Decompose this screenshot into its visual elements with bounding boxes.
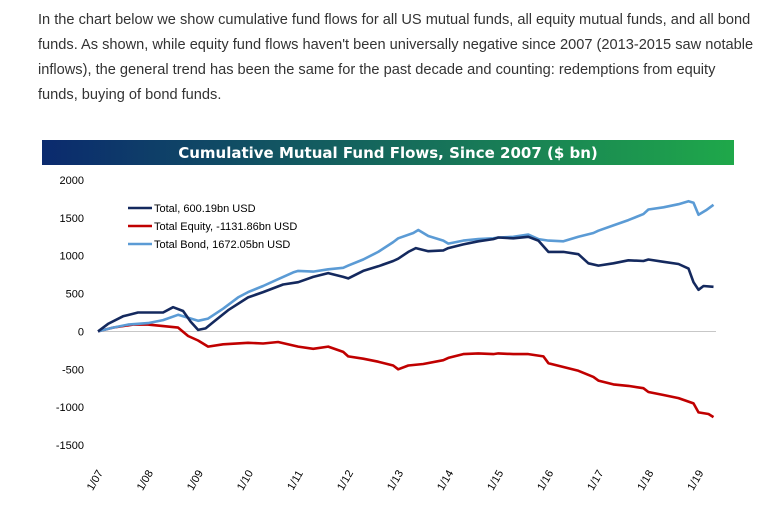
chart-title: Cumulative Mutual Fund Flows, Since 2007… bbox=[178, 144, 598, 162]
x-tick-label: 1/09 bbox=[185, 468, 206, 493]
x-tick-label: 1/17 bbox=[585, 468, 606, 493]
legend-label: Total Equity, -1131.86bn USD bbox=[154, 221, 297, 233]
x-tick-label: 1/19 bbox=[685, 468, 706, 493]
legend-label: Total Bond, 1672.05bn USD bbox=[154, 239, 290, 251]
x-axis: 1/07 1/08 1/09 1/10 1/11 1/12 1/13 1/14 1/15 1/16… bbox=[85, 468, 707, 493]
chart-title-banner bbox=[42, 140, 734, 165]
y-tick-label: -1000 bbox=[56, 402, 84, 414]
series-lines bbox=[97, 199, 715, 419]
y-axis: 2000 1500 1000 500 0 -500 -1000 -1500 bbox=[56, 175, 84, 452]
y-tick-label: -500 bbox=[62, 364, 84, 376]
series-line-0 bbox=[97, 235, 714, 333]
y-tick-label: 2000 bbox=[60, 175, 84, 187]
x-tick-label: 1/13 bbox=[385, 468, 406, 493]
legend: Total, 600.19bn USD Total Equity, -1131.8… bbox=[128, 203, 297, 251]
x-tick-label: 1/10 bbox=[235, 468, 256, 493]
x-tick-label: 1/15 bbox=[485, 468, 506, 493]
x-tick-label: 1/16 bbox=[535, 468, 556, 493]
y-tick-label: 0 bbox=[78, 326, 84, 338]
y-tick-label: 500 bbox=[66, 289, 84, 301]
x-tick-label: 1/11 bbox=[285, 469, 306, 493]
y-tick-label: 1500 bbox=[60, 213, 84, 225]
x-tick-label: 1/07 bbox=[85, 468, 106, 493]
series-line-2 bbox=[97, 199, 715, 333]
series-line-1 bbox=[97, 323, 715, 419]
intro-text: In the chart below we show cumulative fu… bbox=[38, 12, 754, 103]
y-tick-label: 1000 bbox=[60, 251, 84, 263]
x-tick-label: 1/14 bbox=[435, 468, 456, 493]
x-tick-label: 1/12 bbox=[335, 468, 356, 493]
legend-label: Total, 600.19bn USD bbox=[154, 203, 256, 215]
y-tick-label: -1500 bbox=[56, 440, 84, 452]
x-tick-label: 1/18 bbox=[635, 468, 656, 493]
intro-paragraph: In the chart below we show cumulative fu… bbox=[38, 8, 758, 108]
x-tick-label: 1/08 bbox=[135, 468, 156, 493]
